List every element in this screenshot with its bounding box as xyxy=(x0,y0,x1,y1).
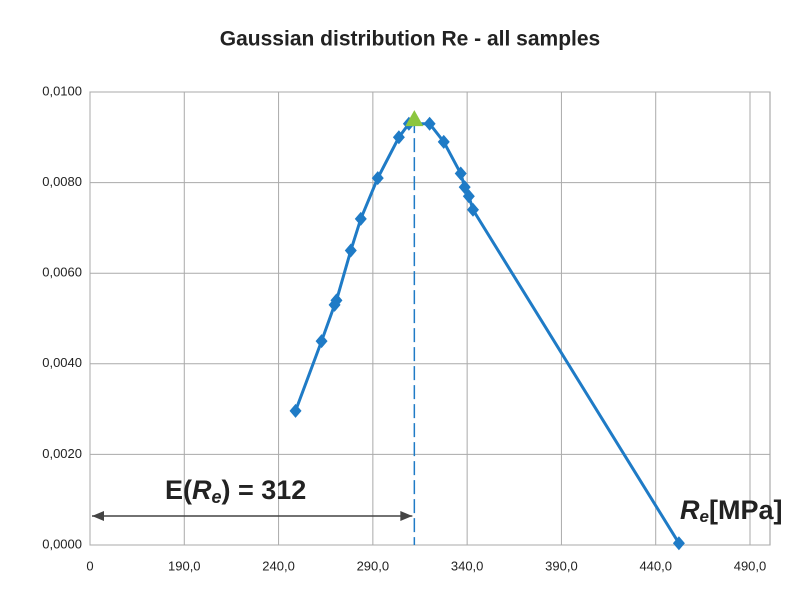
point xyxy=(371,171,384,186)
point xyxy=(289,403,302,418)
x-label-sub: e xyxy=(700,507,709,526)
x-label-unit: [MPa] xyxy=(709,495,783,525)
plot: 0,0000 0,0020 0,0040 0,0060 0,0080 0,0100 0 190… xyxy=(42,83,771,573)
point xyxy=(392,130,405,145)
x-tick-label: 0 xyxy=(86,558,93,573)
point xyxy=(344,243,357,258)
x-tick-label: 440,0 xyxy=(639,558,672,573)
point xyxy=(423,116,436,131)
x-tick-label: 240,0 xyxy=(262,558,295,573)
x-label-symbol: R xyxy=(680,495,700,525)
x-axis-label: Re[MPa] xyxy=(680,495,782,526)
x-tick-label: 290,0 xyxy=(357,558,390,573)
y-tick-label: 0,0100 xyxy=(42,83,82,98)
annotation-suffix: ) = 312 xyxy=(222,475,307,505)
point xyxy=(354,211,367,226)
annotation-sub: e xyxy=(212,487,222,507)
y-tick-label: 0,0020 xyxy=(42,446,82,461)
point xyxy=(330,293,343,308)
point xyxy=(454,166,467,181)
x-tick-label: 190,0 xyxy=(168,558,201,573)
y-tick-label: 0,0060 xyxy=(42,265,82,280)
x-tick-label: 390,0 xyxy=(545,558,578,573)
point xyxy=(466,202,479,217)
series-line xyxy=(294,122,681,544)
x-tick-label: 490,0 xyxy=(734,558,767,573)
y-tick-label: 0,0080 xyxy=(42,174,82,189)
annotation-symbol: R xyxy=(192,475,212,505)
annotation-prefix: E( xyxy=(165,475,192,505)
annotation: E(Re) = 312 xyxy=(165,475,306,507)
x-tick-label: 340,0 xyxy=(451,558,484,573)
point xyxy=(462,189,475,204)
point xyxy=(437,134,450,149)
y-tick-label: 0,0000 xyxy=(42,536,82,551)
y-tick-label: 0,0040 xyxy=(42,355,82,370)
chart-title: Gaussian distribution Re - all samples xyxy=(220,28,600,51)
point xyxy=(405,110,424,127)
point xyxy=(315,334,328,349)
point xyxy=(672,536,685,551)
